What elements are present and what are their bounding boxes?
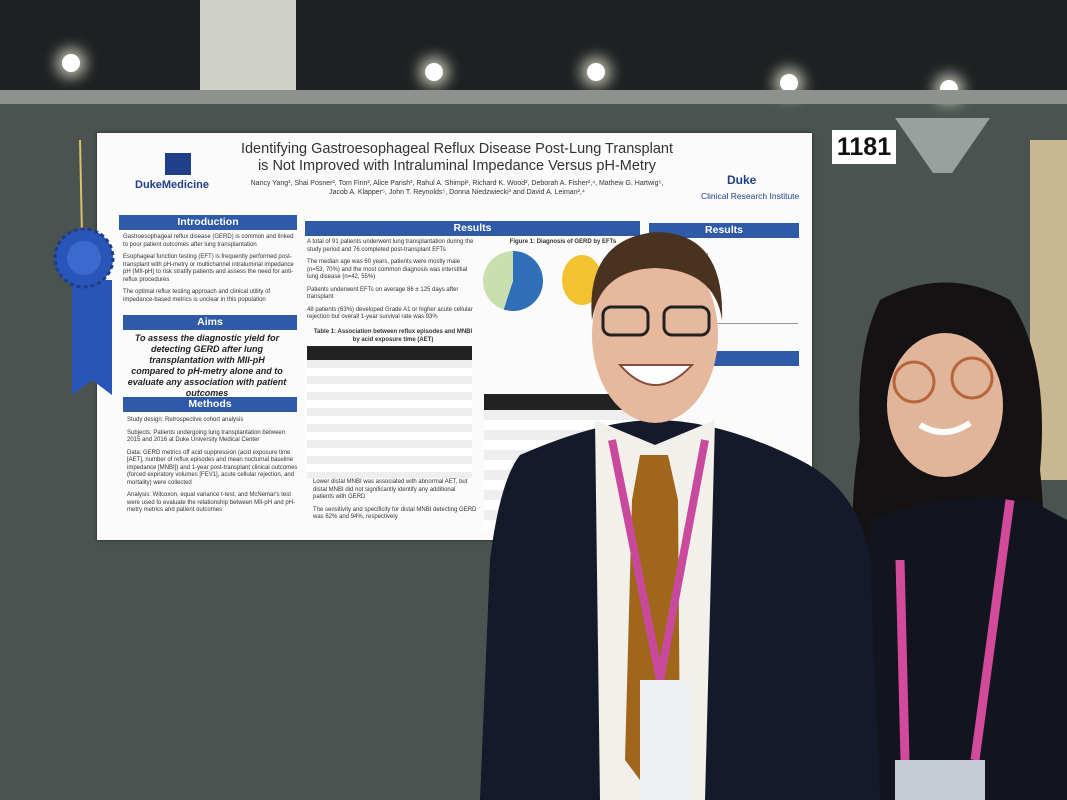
pie-figure xyxy=(483,251,543,311)
ceiling-light xyxy=(425,63,443,81)
lanyard xyxy=(895,499,1015,761)
ceiling-light xyxy=(587,63,605,81)
bullet: A total of 91 patients underwent lung tr… xyxy=(307,239,474,253)
bullet: Lower distal MNBI was associated with ab… xyxy=(313,479,468,500)
section-heading: Results xyxy=(305,221,640,236)
ribbon-string xyxy=(79,139,83,236)
authors: Nancy Yang¹, Shai Posner², Tom Finn², Al… xyxy=(250,180,664,196)
results-list: Lower distal MNBI was associated with ab… xyxy=(313,479,478,527)
bullet: Gastroesophageal reflux disease (GERD) i… xyxy=(123,234,294,248)
poster-title: Identifying Gastroesophageal Reflux Dise… xyxy=(240,141,674,174)
man-hair xyxy=(591,232,723,320)
bullet: Study design: Retrospective cohort analy… xyxy=(127,417,244,423)
bullet: Analysis: Wilcoxon, equal variance t-tes… xyxy=(127,492,296,513)
glasses xyxy=(601,305,650,337)
bullet: Esophageal function testing (EFT) is fre… xyxy=(123,254,294,283)
table xyxy=(307,346,472,478)
section-heading: Results xyxy=(649,223,799,238)
ceiling xyxy=(0,0,1067,92)
board-rail xyxy=(0,90,1067,104)
bullet: The sensitivity and specificity for dist… xyxy=(313,506,477,521)
logo-sub: Clinical Research Institute xyxy=(701,191,800,201)
section-heading: Introduction xyxy=(119,215,297,230)
ceiling-light xyxy=(62,54,80,72)
smile xyxy=(918,420,972,435)
intro-list: Gastroesophageal reflux disease (GERD) i… xyxy=(123,234,295,309)
woman-top xyxy=(850,497,1067,800)
smile xyxy=(617,364,695,386)
section-heading: Methods xyxy=(123,397,297,412)
section-heading: Aims xyxy=(123,315,297,330)
bullet: Data: GERD metrics off acid suppression … xyxy=(127,449,298,486)
glasses xyxy=(662,305,711,337)
badge xyxy=(895,760,985,800)
table-title: Table 1: Association between reflux epis… xyxy=(313,329,473,343)
man-face xyxy=(592,247,718,423)
aims-text: To assess the diagnostic yield for detec… xyxy=(127,333,287,398)
glasses xyxy=(892,360,936,404)
figure-title: Figure 1: Diagnosis of GERD by EFTs xyxy=(509,239,617,245)
woman-face xyxy=(887,333,1003,477)
woman-bangs xyxy=(885,295,1005,340)
methods-list: Study design: Retrospective cohort analy… xyxy=(127,417,299,520)
board-number: 1181 xyxy=(832,130,896,164)
logo: DukeMedicine xyxy=(135,179,209,191)
logo: Duke xyxy=(727,173,757,187)
ribbon-tail xyxy=(72,280,112,395)
bullet: The optimal reflux testing approach and … xyxy=(123,289,271,303)
pillar xyxy=(200,0,296,92)
bullet: Patients underwent EFTs on average 86 ± … xyxy=(307,286,459,301)
ribbon-center xyxy=(67,241,101,275)
glasses xyxy=(950,356,994,400)
bullet: Subjects: Patients undergoing lung trans… xyxy=(127,429,286,444)
bullet: The median age was 60 years, patients we… xyxy=(307,259,468,280)
bullet: 48 patients (63%) developed Grade A1 or … xyxy=(307,306,473,321)
logo-icon xyxy=(165,153,191,175)
badge xyxy=(640,680,690,800)
ceiling-light xyxy=(780,74,798,92)
results-list: A total of 91 patients underwent lung tr… xyxy=(307,239,475,327)
